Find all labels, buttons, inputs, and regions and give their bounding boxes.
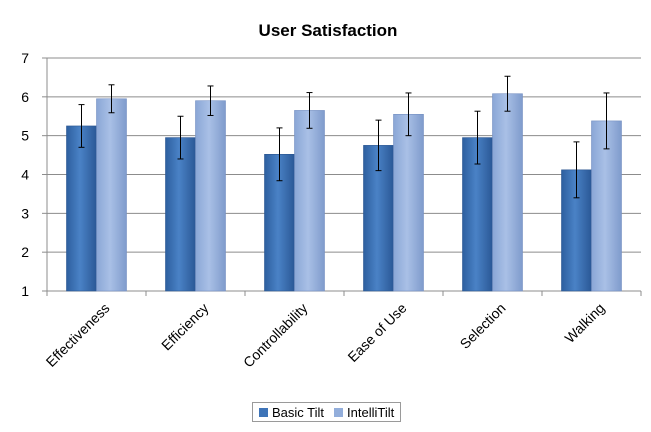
x-tick-label: Walking bbox=[561, 300, 607, 346]
y-tick-label: 6 bbox=[21, 89, 29, 105]
bar-basic-tilt bbox=[165, 137, 196, 292]
legend: Basic Tilt IntelliTilt bbox=[252, 402, 402, 422]
bar-intellitilt bbox=[96, 98, 127, 292]
bar-intellitilt bbox=[294, 110, 325, 292]
chart-title: User Satisfaction bbox=[259, 21, 398, 40]
legend-item-intellitilt: IntelliTilt bbox=[334, 405, 394, 420]
legend-item-basic-tilt: Basic Tilt bbox=[259, 405, 324, 420]
y-tick-label: 1 bbox=[21, 283, 29, 299]
bar-basic-tilt bbox=[66, 125, 97, 292]
y-tick-label: 3 bbox=[21, 205, 29, 221]
y-tick-label: 2 bbox=[21, 244, 29, 260]
legend-swatch-basic-tilt bbox=[259, 407, 268, 417]
x-tick-label: Effectiveness bbox=[43, 300, 113, 370]
bar-intellitilt bbox=[195, 100, 226, 292]
legend-label-intellitilt: IntelliTilt bbox=[347, 404, 395, 420]
legend-swatch-intellitilt bbox=[334, 407, 344, 417]
bar-intellitilt bbox=[492, 93, 523, 292]
x-tick-label: Selection bbox=[457, 300, 509, 352]
bar-intellitilt bbox=[393, 114, 424, 292]
x-tick-label: Controllability bbox=[240, 300, 311, 371]
y-tick-label: 7 bbox=[21, 50, 29, 66]
x-tick-label: Efficiency bbox=[158, 300, 212, 354]
legend-label-basic-tilt: Basic Tilt bbox=[272, 404, 325, 420]
y-tick-label: 5 bbox=[21, 128, 29, 144]
x-tick-label: Ease of Use bbox=[344, 300, 409, 365]
y-tick-label: 4 bbox=[21, 167, 29, 183]
